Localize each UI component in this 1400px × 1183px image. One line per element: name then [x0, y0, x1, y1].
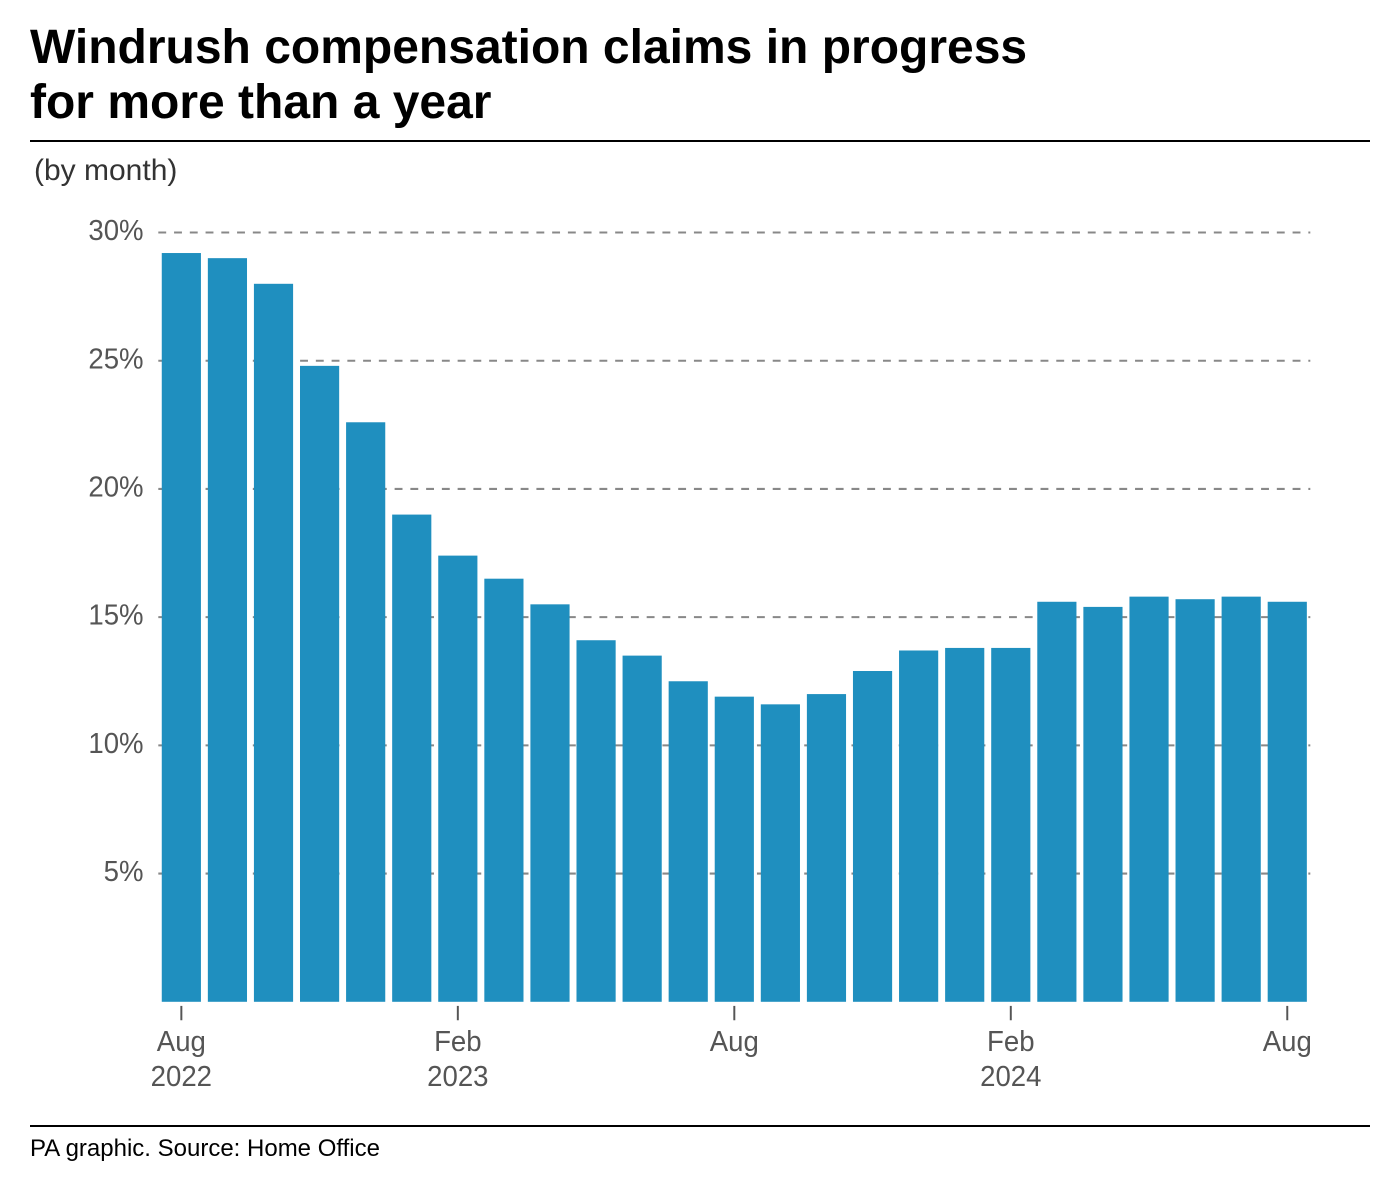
bar [1083, 607, 1122, 1002]
y-axis-tick-label: 20% [88, 471, 143, 503]
y-axis-tick-label: 25% [88, 343, 143, 375]
bar [807, 694, 846, 1002]
bar [300, 366, 339, 1002]
bar [1176, 600, 1215, 1003]
chart-footer-source: PA graphic. Source: Home Office [30, 1125, 1370, 1163]
chart-plot-area: 5%10%15%20%25%30%Aug2022Feb2023AugFeb202… [30, 192, 1370, 1125]
bar [346, 423, 385, 1003]
x-axis-month-label: Feb [987, 1026, 1034, 1058]
y-axis-tick-label: 15% [88, 600, 143, 632]
bar [1268, 602, 1307, 1002]
x-axis-year-label: 2023 [427, 1061, 488, 1093]
bar [1037, 602, 1076, 1002]
title-line-2: for more than a year [30, 76, 491, 129]
bar [438, 556, 477, 1002]
chart-subtitle: (by month) [30, 142, 1370, 192]
bar [162, 253, 201, 1002]
bar [392, 515, 431, 1002]
bar [853, 671, 892, 1002]
bar [1222, 597, 1261, 1002]
x-axis-month-label: Aug [710, 1026, 759, 1058]
bar [899, 651, 938, 1002]
bar [254, 284, 293, 1002]
bar [208, 259, 247, 1003]
y-axis-tick-label: 30% [88, 215, 143, 247]
bar [945, 648, 984, 1002]
bar [1129, 597, 1168, 1002]
bar-chart-svg: 5%10%15%20%25%30%Aug2022Feb2023AugFeb202… [50, 212, 1330, 1115]
bar [576, 641, 615, 1003]
bar [715, 697, 754, 1002]
y-axis-tick-label: 5% [104, 856, 144, 888]
title-line-1: Windrush compensation claims in progress [30, 21, 1027, 74]
chart-title: Windrush compensation claims in progress… [30, 20, 1370, 140]
bar [761, 705, 800, 1002]
bar [530, 605, 569, 1002]
bar [669, 682, 708, 1003]
x-axis-year-label: 2024 [980, 1061, 1041, 1093]
bar [991, 648, 1030, 1002]
bar [484, 579, 523, 1002]
bar [623, 656, 662, 1002]
x-axis-month-label: Feb [434, 1026, 481, 1058]
x-axis-month-label: Aug [1263, 1026, 1312, 1058]
y-axis-tick-label: 10% [88, 728, 143, 760]
x-axis-year-label: 2022 [151, 1061, 212, 1093]
chart-container: Windrush compensation claims in progress… [0, 0, 1400, 1183]
x-axis-month-label: Aug [157, 1026, 206, 1058]
